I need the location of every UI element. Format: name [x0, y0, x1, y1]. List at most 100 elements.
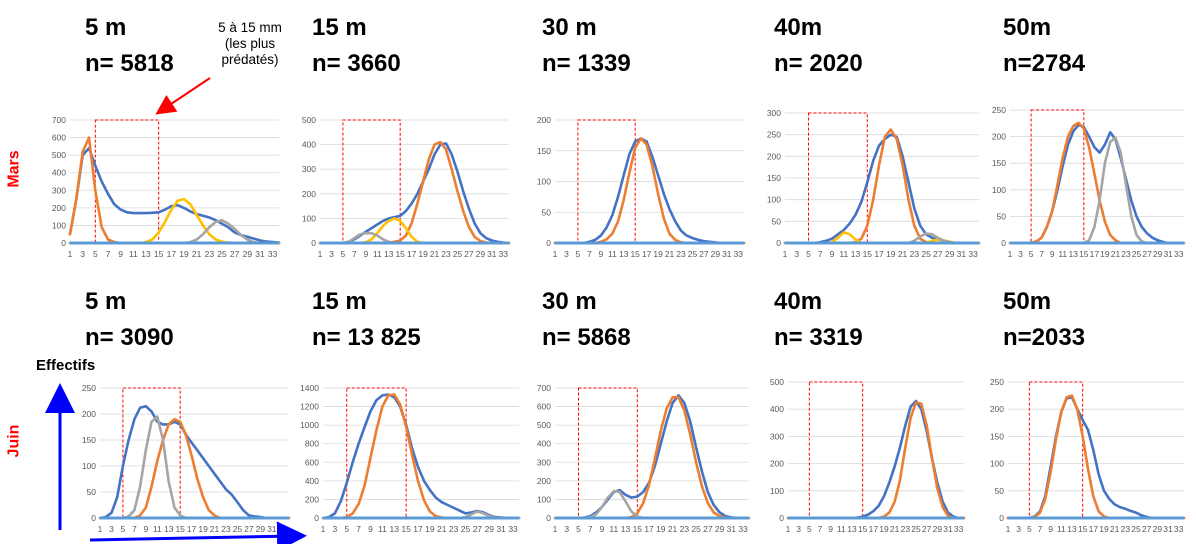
x-tick-label: 7 [1038, 524, 1043, 534]
y-tick-label: 800 [305, 439, 319, 449]
x-tick-label: 29 [476, 249, 486, 259]
y-tick-label: 300 [770, 431, 784, 441]
y-tick-label: 50 [542, 207, 552, 217]
x-tick-label: 13 [619, 249, 629, 259]
x-tick-label: 17 [167, 249, 177, 259]
x-tick-label: 17 [407, 249, 417, 259]
x-tick-label: 5 [806, 249, 811, 259]
panel-header-juin-5m: 5 m n= 3090 [85, 288, 174, 352]
x-tick-label: 27 [933, 249, 943, 259]
x-tick-label: 23 [441, 249, 451, 259]
y-tick-label: 0 [999, 513, 1004, 523]
x-tick-label: 31 [1163, 524, 1173, 534]
y-tick-label: 150 [82, 435, 96, 445]
x-tick-label: 13 [621, 524, 631, 534]
x-tick-label: 17 [413, 524, 423, 534]
y-tick-label: 250 [767, 130, 781, 140]
x-tick-label: 5 [344, 524, 349, 534]
y-tick-label: 200 [302, 189, 316, 199]
y-tick-label: 400 [305, 476, 319, 486]
x-tick-label: 11 [153, 524, 162, 534]
x-tick-label: 9 [363, 249, 368, 259]
depth-label: 5 m [85, 14, 127, 41]
y-tick-label: 600 [52, 133, 66, 143]
x-tick-label: 13 [164, 524, 174, 534]
y-tick-label: 500 [770, 377, 784, 387]
depth-label: 50m [1003, 14, 1052, 41]
y-tick-label: 100 [82, 461, 96, 471]
x-tick-label: 21 [192, 249, 202, 259]
x-tick-label: 17 [869, 524, 879, 534]
x-tick-label: 1 [1006, 524, 1011, 534]
y-tick-label: 100 [302, 213, 316, 223]
y-tick-label: 0 [314, 513, 319, 523]
depth-label: 50m [1003, 288, 1052, 315]
x-tick-label: 5 [93, 249, 98, 259]
depth-label: 40m [774, 14, 823, 41]
y-tick-label: 250 [992, 105, 1006, 115]
x-tick-label: 33 [279, 524, 289, 534]
panel-header-juin-40m: 40m n= 3319 [774, 288, 863, 352]
x-tick-label: 27 [473, 524, 483, 534]
x-tick-label: 19 [425, 524, 435, 534]
x-tick-label: 27 [244, 524, 254, 534]
x-tick-label: 15 [401, 524, 411, 534]
x-tick-label: 15 [630, 249, 640, 259]
y-tick-label: 700 [537, 383, 551, 393]
x-tick-label: 9 [830, 249, 835, 259]
x-tick-label: 7 [818, 524, 823, 534]
x-tick-label: 9 [118, 249, 123, 259]
count-label: n= 3319 [774, 324, 863, 351]
x-tick-label: 7 [818, 249, 823, 259]
x-tick-label: 21 [1110, 524, 1120, 534]
series-line-orange [98, 417, 291, 520]
x-tick-label: 25 [217, 249, 227, 259]
y-tick-label: 1400 [300, 383, 319, 393]
panel-header-juin-30m: 30 m n= 5868 [542, 288, 631, 352]
x-tick-label: 15 [1079, 249, 1089, 259]
y-tick-label: 200 [537, 115, 551, 125]
x-tick-label: 7 [1039, 249, 1044, 259]
x-tick-label: 21 [898, 249, 908, 259]
count-label: n=2033 [1003, 324, 1086, 351]
y-tick-label: 200 [990, 404, 1004, 414]
count-label: n= 3660 [312, 50, 401, 77]
x-tick-label: 29 [1153, 524, 1163, 534]
x-tick-label: 31 [727, 524, 737, 534]
y-tick-label: 300 [537, 457, 551, 467]
x-tick-label: 21 [665, 249, 675, 259]
y-tick-label: 0 [779, 513, 784, 523]
y-tick-label: 200 [82, 409, 96, 419]
series-line-orange [553, 395, 751, 520]
y-tick-label: 100 [767, 195, 781, 205]
y-tick-label: 150 [992, 158, 1006, 168]
x-tick-label: 29 [945, 249, 955, 259]
y-tick-label: 600 [537, 402, 551, 412]
x-tick-label: 13 [1067, 524, 1077, 534]
y-tick-label: 250 [82, 383, 96, 393]
x-tick-label: 15 [633, 524, 643, 534]
x-tick-label: 3 [564, 249, 569, 259]
x-tick-label: 17 [1089, 524, 1099, 534]
y-tick-label: 0 [311, 238, 316, 248]
x-tick-label: 23 [1121, 249, 1131, 259]
x-tick-label: 31 [487, 249, 497, 259]
x-tick-label: 27 [230, 249, 240, 259]
count-label: n= 5818 [85, 50, 174, 77]
annotation-arrow [155, 77, 211, 115]
x-tick-label: 27 [922, 524, 932, 534]
y-tick-label: 50 [997, 211, 1007, 221]
y-tick-label: 300 [302, 164, 316, 174]
x-tick-label: 7 [356, 524, 361, 534]
x-tick-label: 33 [734, 249, 744, 259]
panel-header-mars-30m: 30 m n= 1339 [542, 14, 631, 78]
x-tick-label: 1 [783, 249, 788, 259]
y-tick-label: 200 [305, 494, 319, 504]
x-tick-label: 5 [1027, 524, 1032, 534]
y-tick-label: 400 [537, 439, 551, 449]
x-tick-label: 1 [553, 249, 558, 259]
row-label-mars: Mars [5, 150, 23, 188]
